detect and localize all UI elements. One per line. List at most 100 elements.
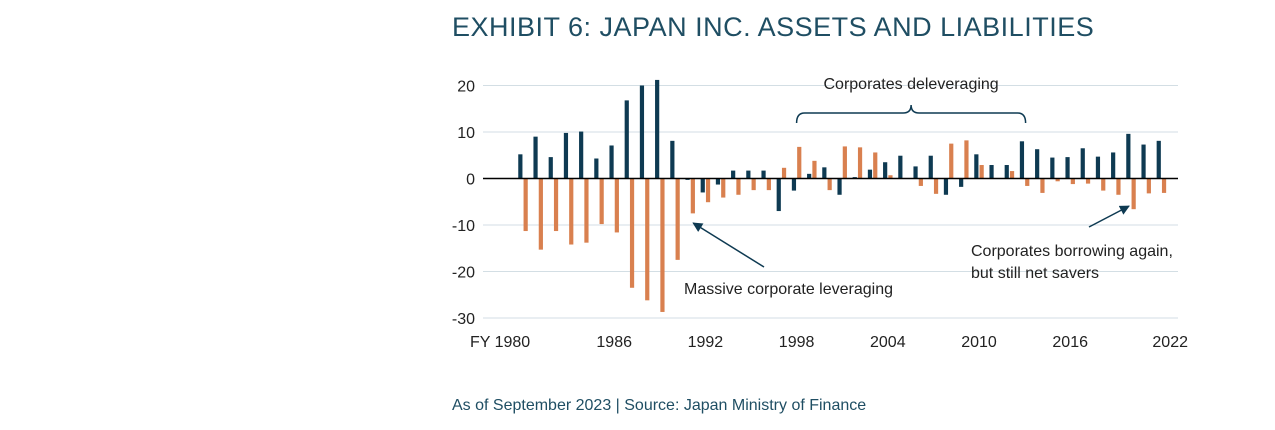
bar-series-1 (761, 170, 766, 179)
bar-series-2 (645, 178, 650, 301)
bar-series-2 (842, 146, 847, 179)
leveraging-arrow (692, 222, 765, 268)
bar-series-1 (928, 155, 933, 179)
bar-series-1 (533, 136, 538, 179)
bar-series-2 (964, 140, 969, 179)
x-tick-label: 2022 (1152, 334, 1188, 351)
bar-series-1 (624, 100, 629, 179)
bar-series-1 (1111, 152, 1116, 179)
leveraging-label: Massive corporate leveraging (684, 281, 893, 298)
bar-series-2 (705, 178, 711, 203)
y-tick-label: 20 (457, 79, 475, 96)
borrowing-label-line-2: but still net savers (971, 265, 1099, 282)
bar-series-1 (867, 169, 873, 179)
bar-series-2 (797, 146, 802, 179)
bar-series-2 (888, 175, 893, 179)
bar-series-2 (1085, 178, 1091, 184)
y-tick-label: -20 (452, 265, 475, 282)
deleveraging-label: Corporates deleveraging (823, 76, 998, 93)
bar-series-2 (873, 152, 878, 179)
bar-series-1 (1126, 133, 1131, 179)
bar-series-1 (989, 165, 994, 179)
x-axis-ticks: FY 1980 1986 1992 1998 2004 2010 2016 2022 (470, 334, 1188, 351)
x-tick-label: FY 1980 (470, 334, 530, 351)
bar-series-1 (1141, 144, 1146, 179)
bar-series-1 (1065, 157, 1070, 179)
borrowing-label-line-1: Corporates borrowing again, (971, 243, 1173, 260)
y-tick-label: 0 (466, 172, 475, 189)
x-tick-label: 1992 (688, 334, 724, 351)
bar-series-2 (979, 165, 984, 179)
bar-series-2 (553, 178, 559, 232)
bar-series-1 (609, 145, 614, 179)
x-tick-label: 2016 (1052, 334, 1088, 351)
bar-series-1 (898, 155, 903, 179)
bar-series-1 (715, 178, 721, 185)
bar-series-1 (655, 79, 660, 179)
y-tick-label: -10 (452, 218, 475, 235)
annotation-borrowing: Corporates borrowing again, but still ne… (971, 205, 1173, 282)
bar-series-2 (1009, 171, 1015, 179)
bar-series-2 (857, 147, 863, 179)
bar-series-1 (913, 166, 918, 179)
x-tick-label: 1986 (596, 334, 632, 351)
bar-series-2 (1116, 178, 1121, 195)
bar-series-2 (1131, 178, 1136, 210)
bar-series-2 (1040, 178, 1045, 193)
bar-series-2 (690, 178, 695, 214)
bar-series-1 (563, 132, 569, 179)
borrowing-arrow (1088, 205, 1130, 228)
bar-series-1 (1050, 157, 1055, 179)
y-tick-label: 10 (457, 125, 475, 142)
bar-series-1 (1004, 165, 1009, 179)
bar-series-1 (594, 158, 599, 179)
bar-series-1 (731, 170, 736, 179)
bar-series-2 (523, 178, 528, 232)
bar-series-2 (1055, 178, 1060, 182)
bar-series-1 (822, 167, 827, 179)
bar-series-2 (614, 178, 619, 233)
bar-series-2 (675, 178, 680, 260)
bar-series-2 (599, 178, 604, 225)
bar-series-2 (933, 178, 939, 194)
bar-series-1 (1080, 148, 1085, 179)
bar-series-1 (548, 157, 553, 179)
bar-series-2 (736, 178, 741, 195)
bar-series-2 (1146, 178, 1151, 194)
bar-series-2 (918, 178, 923, 186)
x-tick-label: 2010 (961, 334, 997, 351)
x-tick-label: 1998 (779, 334, 815, 351)
bar-series-2 (538, 178, 543, 250)
source-note: As of September 2023 | Source: Japan Min… (452, 397, 867, 414)
y-axis-ticks: 20 10 0 -10 -20 -30 (452, 79, 475, 329)
bar-series-1 (974, 154, 979, 179)
bar-series-1 (943, 178, 949, 195)
bar-series-1 (807, 173, 812, 179)
bar-series-1 (670, 140, 675, 179)
bar-series-2 (1025, 178, 1030, 186)
bar-series-2 (569, 178, 574, 245)
bar-series-1 (776, 178, 781, 212)
bar-series-2 (751, 178, 756, 191)
bar-series-1 (746, 170, 751, 179)
bar-series-1 (1035, 149, 1040, 179)
bar-series-2 (827, 178, 832, 191)
bar-series-2 (781, 167, 787, 179)
chart-title: EXHIBIT 6: JAPAN INC. ASSETS AND LIABILI… (452, 12, 1095, 42)
bar-series-1 (791, 178, 797, 191)
bar-series-2 (949, 143, 954, 179)
bar-series-2 (584, 178, 589, 243)
bar-series-1 (1019, 141, 1025, 179)
bar-series-1 (959, 178, 964, 187)
bar-series-1 (1095, 156, 1101, 179)
bar-series-2 (721, 178, 726, 198)
bar-series-2 (812, 160, 817, 179)
bar-series-1 (1156, 140, 1161, 179)
bar-series-2 (1101, 178, 1106, 191)
bar-series-2 (766, 178, 771, 191)
y-tick-label: -30 (452, 311, 475, 328)
bar-series-2 (1070, 178, 1075, 185)
bar-series-2 (629, 178, 635, 288)
bar-series-1 (518, 154, 523, 179)
